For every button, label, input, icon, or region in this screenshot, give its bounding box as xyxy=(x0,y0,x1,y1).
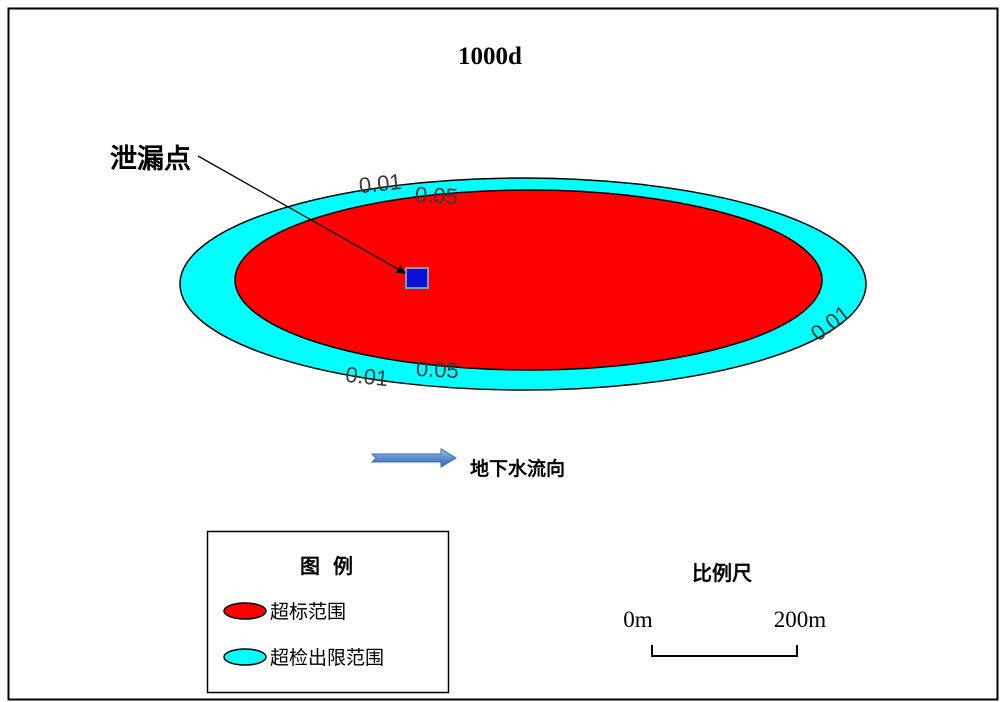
flow-direction: 地下水流向 xyxy=(370,448,565,480)
legend-label-exceedance: 超标范围 xyxy=(270,601,346,623)
right-arrow-icon xyxy=(370,448,457,468)
leak-point-label: 泄漏点 xyxy=(110,144,191,175)
contaminant-plume: 0.01 0.05 0.01 0.05 0.01 xyxy=(179,169,867,391)
contour-label-0-01-top: 0.01 xyxy=(358,169,403,198)
contour-label-0-05-top: 0.05 xyxy=(414,182,458,209)
legend-title: 图 例 xyxy=(300,554,356,578)
legend-swatch-exceedance xyxy=(223,602,267,620)
leak-point: 泄漏点 xyxy=(110,144,429,289)
figure-title: 1000d xyxy=(458,43,522,70)
legend-swatch-detection-limit xyxy=(223,648,267,666)
flow-direction-label: 地下水流向 xyxy=(470,457,565,480)
plume-exceedance-zone xyxy=(234,189,823,371)
scale-bar: 比例尺 0m 200m xyxy=(623,561,827,657)
scale-bar-start-label: 0m xyxy=(623,607,653,632)
contour-label-0-01-bottom: 0.01 xyxy=(344,362,389,391)
scale-bar-line xyxy=(651,645,798,657)
legend-item-exceedance: 超标范围 xyxy=(223,601,346,623)
legend-label-detection-limit: 超检出限范围 xyxy=(270,647,384,669)
scale-bar-title: 比例尺 xyxy=(692,561,752,585)
legend: 图 例 超标范围 超检出限范围 xyxy=(206,530,450,694)
figure-frame xyxy=(7,7,999,701)
legend-item-detection-limit: 超检出限范围 xyxy=(223,647,384,669)
contour-label-0-05-bottom: 0.05 xyxy=(415,356,459,383)
leak-point-marker xyxy=(405,267,429,289)
scale-bar-end-label: 200m xyxy=(774,607,827,632)
leak-point-leader-arrow xyxy=(197,155,406,274)
